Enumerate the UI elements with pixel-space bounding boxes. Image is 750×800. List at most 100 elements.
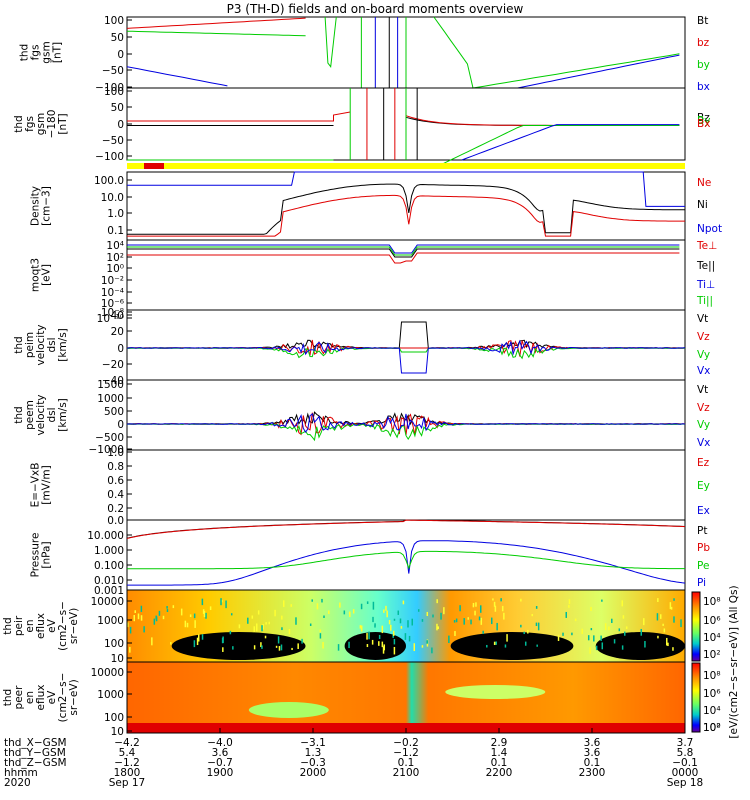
noise — [381, 641, 384, 648]
noise — [494, 605, 497, 612]
legend-entry: Bt — [697, 15, 708, 27]
noise — [478, 616, 481, 621]
y-axis-label: fgs — [30, 45, 42, 61]
y-axis-label: peem — [24, 400, 36, 430]
noise — [133, 615, 135, 622]
noise — [479, 605, 482, 613]
y-tick-label: 100 — [104, 86, 124, 98]
noise — [595, 645, 598, 651]
noise — [222, 647, 224, 652]
bx-trace-late — [517, 54, 680, 89]
colorbar-tick: 10⁶ — [703, 615, 721, 627]
noise — [432, 614, 434, 618]
bx-trace — [126, 66, 228, 87]
noise — [349, 611, 351, 618]
noise — [520, 624, 522, 628]
noise — [374, 623, 376, 626]
by-trace-late — [433, 16, 680, 89]
legend-entry: Pi — [697, 577, 706, 589]
noise — [129, 626, 132, 634]
y-axis-label: eflux — [35, 685, 47, 711]
y-axis-label: peir — [13, 615, 25, 636]
x-tick-label: −0.1 — [672, 757, 698, 769]
noise — [281, 627, 283, 631]
noise — [501, 605, 504, 612]
noise — [536, 644, 538, 647]
low-energy-black-band — [450, 632, 574, 660]
by-trace — [126, 30, 306, 37]
noise — [386, 610, 388, 618]
y-axis-label: [km/s] — [57, 398, 69, 432]
noise — [482, 630, 484, 634]
noise — [680, 619, 682, 628]
y-tick-label: 10.000 — [87, 530, 124, 542]
noise — [399, 618, 402, 624]
y-tick-label: 10000 — [91, 667, 124, 679]
noise — [261, 625, 263, 632]
y-tick-label: 1.0 — [107, 208, 124, 220]
noise — [264, 635, 267, 639]
y-axis-label: (cm2−s− — [57, 601, 69, 651]
noise — [348, 641, 350, 649]
noise — [500, 598, 502, 602]
noise — [229, 630, 232, 635]
x-tick-label: −3.1 — [300, 737, 326, 749]
noise — [625, 626, 628, 629]
panel-9: 10000 1000 100 10 thd peir en eflux eV (cm2−s− sr−… — [2, 589, 686, 665]
noise — [413, 643, 416, 652]
x-tick-label: Sep 17 — [109, 777, 146, 789]
noise — [503, 612, 505, 620]
noise — [557, 634, 560, 641]
y-axis-label: thd — [19, 44, 31, 61]
noise — [590, 628, 593, 631]
noise — [194, 620, 196, 628]
noise — [202, 609, 205, 614]
y-tick-label: 1.0 — [107, 447, 124, 459]
noise — [657, 598, 659, 602]
panel-1: 100 50 0 −50 −100 thd fgs gsm [nT] Bt bz by bx — [19, 15, 710, 94]
y-tick-label: −500 — [95, 432, 124, 444]
noise — [251, 615, 254, 619]
y-tick-label: 0.010 — [94, 575, 124, 587]
y-tick-label: 0 — [117, 343, 124, 355]
noise — [371, 639, 374, 645]
noise — [667, 642, 669, 647]
noise — [571, 632, 573, 636]
colorbar-tick: 10⁴ — [703, 632, 721, 644]
legend-entry: Vy — [697, 349, 710, 361]
noise — [537, 622, 540, 631]
y-axis-label: en — [24, 619, 36, 632]
bz-trace — [126, 17, 306, 29]
noise — [662, 623, 664, 626]
noise — [256, 623, 258, 632]
bx-trace — [127, 111, 351, 122]
x-row-label: thd_Y−GSM — [4, 747, 66, 759]
noise — [193, 613, 196, 619]
noise — [568, 604, 570, 608]
colorbar-tick: 10⁴ — [703, 705, 721, 717]
spectrogram-blob — [445, 685, 546, 699]
noise — [453, 620, 456, 623]
y-tick-label: −20 — [102, 359, 124, 371]
y-axis-label: [eV] — [41, 264, 53, 286]
noise — [475, 602, 477, 607]
temperature-trace — [127, 252, 680, 264]
x-row-label: thd_X−GSM — [4, 737, 67, 749]
y-axis-label: fgs — [24, 116, 36, 132]
legend-entry: Ex — [697, 505, 710, 517]
y-tick-label: −40 — [102, 375, 124, 387]
panel-7: 1.0 0.8 0.6 0.4 0.20.0 E=−VxB [mV/m] Ez Ey Ex — [30, 447, 710, 527]
x-tick-label: 2000 — [300, 767, 327, 779]
pb-trace — [126, 519, 686, 539]
noise — [257, 610, 260, 615]
noise — [392, 634, 394, 638]
quality-bar-red — [144, 163, 164, 169]
noise — [209, 606, 212, 611]
noise — [643, 618, 645, 626]
noise — [339, 602, 341, 608]
y-tick-label: 10⁻⁶ — [101, 298, 124, 310]
y-tick-label: 10⁻⁴ — [101, 287, 124, 299]
